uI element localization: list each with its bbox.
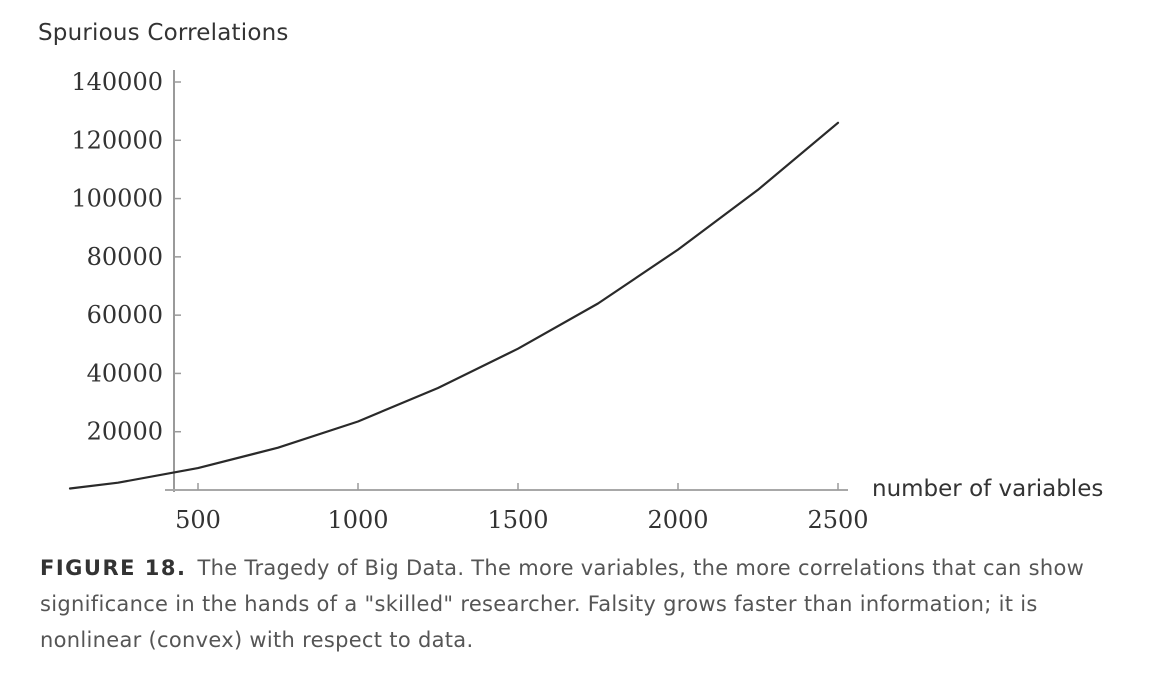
- caption-text: The Tragedy of Big Data. The more variab…: [40, 556, 1085, 652]
- x-tick-label: 2000: [647, 506, 708, 534]
- x-tick-label: 2500: [807, 506, 868, 534]
- x-axis-title: number of variables: [872, 476, 1104, 502]
- x-tick-label: 500: [175, 506, 221, 534]
- y-tick-label: 60000: [87, 301, 163, 329]
- y-tick-label: 80000: [87, 243, 163, 271]
- y-tick-label: 140000: [71, 68, 163, 96]
- x-tick-label: 1000: [327, 506, 388, 534]
- chart-plot-area: 20000 40000 60000 80000 100000 120000 140000 5…: [68, 68, 869, 534]
- series-line: [68, 121, 840, 490]
- y-tick-label: 40000: [87, 359, 163, 387]
- y-tick-label: 20000: [87, 418, 163, 446]
- y-axis-title: Spurious Correlations: [38, 20, 289, 46]
- x-tick-label: 1500: [487, 506, 548, 534]
- figure-caption: FIGURE 18. The Tragedy of Big Data. The …: [40, 550, 1140, 658]
- y-tick-label: 100000: [71, 185, 163, 213]
- y-tick-label: 120000: [71, 126, 163, 154]
- figure-label: FIGURE 18.: [40, 556, 187, 580]
